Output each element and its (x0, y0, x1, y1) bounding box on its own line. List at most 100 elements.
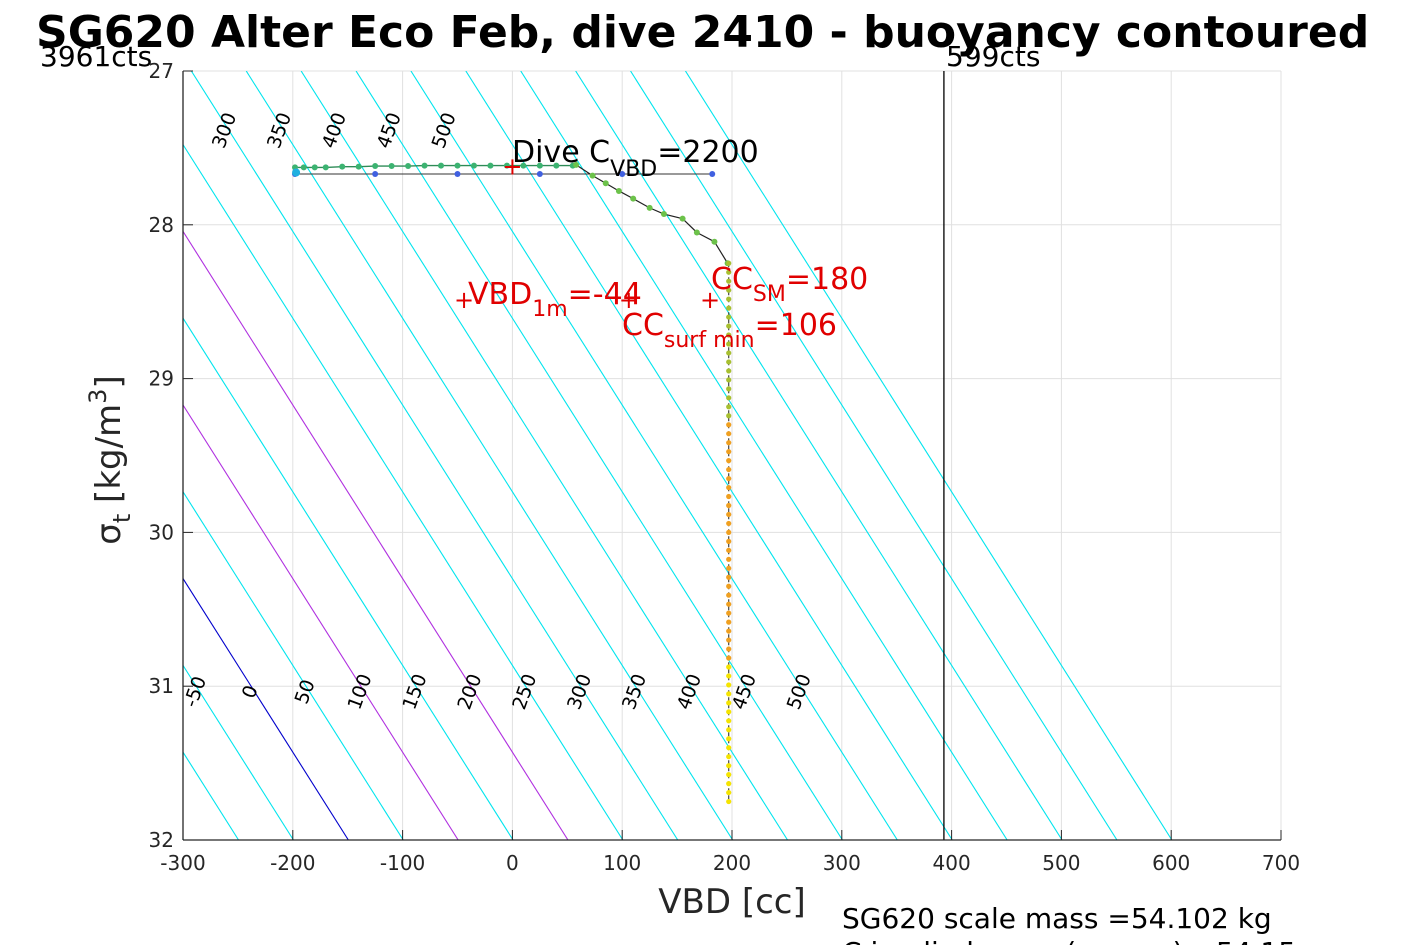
dive-point (726, 781, 732, 787)
dive-point (726, 314, 732, 320)
contour-line (0, 71, 19, 840)
ccsm-sub: SM (753, 282, 786, 307)
dive-point (693, 229, 700, 236)
dive-point (726, 449, 732, 455)
dive-point (726, 287, 732, 293)
dive-point (615, 187, 622, 194)
dive-point (726, 269, 732, 275)
dive-point (726, 727, 732, 733)
ccsm-value: =180 (786, 262, 868, 297)
dive-point (602, 180, 609, 187)
dive-point (726, 323, 732, 329)
x-tick-label: -300 (160, 851, 205, 875)
x-tick-label: 100 (603, 851, 641, 875)
dive-point (726, 278, 732, 284)
dive-point (726, 655, 732, 661)
grid-lines (182, 70, 1282, 841)
dive-c-main: Dive C (512, 135, 610, 170)
dive-point (487, 162, 494, 169)
contour-line (355, 71, 843, 840)
contour-line (183, 577, 349, 840)
dive-point (726, 592, 732, 598)
ccsurf-main: CC (622, 308, 664, 343)
dive-c-marker: + (502, 152, 522, 180)
dive-point (589, 172, 596, 179)
dive-point (726, 395, 732, 401)
ccsurf-value: =106 (755, 308, 837, 343)
y-label-sigma: σ (89, 523, 129, 545)
x-tick-label: 400 (933, 851, 971, 875)
dive-point (421, 162, 428, 169)
corner-label-right: 599cts (946, 40, 1040, 73)
contour-line (575, 71, 1063, 840)
contour-line (190, 71, 679, 840)
vbd-1m-annotation: VBD1m=-44 (468, 277, 642, 322)
svg-text:CCSM=180: CCSM=180 (711, 262, 868, 307)
dive-point (726, 350, 732, 356)
y-label-close: ] (89, 375, 129, 388)
contour-line (520, 71, 1008, 840)
dive-point (711, 238, 718, 245)
y-label-units: [kg/m (89, 404, 129, 503)
dive-point (405, 163, 412, 170)
footer-implied-mass: C implied mass (approx) =54.15 (842, 936, 1296, 945)
dive-point (726, 296, 732, 302)
y-tick-label: 32 (149, 828, 174, 852)
axes: -300 -200 -100 0 100 200 300 400 500 600 700 27 28 29… (149, 59, 1301, 875)
contour-line (300, 71, 789, 840)
dive-point (372, 171, 379, 178)
dive-point (454, 162, 461, 169)
dive-point (726, 484, 732, 491)
corner-label-left: 3961cts (40, 40, 152, 73)
dive-point (726, 718, 732, 724)
dive-point (573, 161, 580, 168)
dive-point (726, 673, 732, 679)
contour-line (684, 71, 1173, 840)
x-tick-label: 600 (1152, 851, 1190, 875)
dive-point (726, 772, 732, 778)
dive-point (470, 162, 477, 169)
dive-point (726, 583, 732, 589)
vbd1m-sub: 1m (532, 297, 567, 322)
dive-point (322, 164, 329, 171)
dive-point (726, 691, 732, 697)
cc-surf-annotation: CCsurf min=106 (622, 308, 837, 353)
dive-point (726, 664, 732, 670)
dive-point (726, 502, 732, 509)
contour-line (630, 71, 1118, 840)
dive-point (726, 798, 732, 805)
dive-start-point (292, 168, 301, 177)
dive-point (726, 754, 732, 760)
contour-line (183, 143, 624, 840)
x-tick-label: 0 (506, 851, 519, 875)
dive-point (726, 628, 732, 634)
dive-point (726, 404, 732, 410)
y-tick-label: 27 (149, 59, 174, 83)
dive-point (709, 171, 716, 178)
dive-point (339, 163, 346, 170)
contour-line (183, 490, 404, 840)
dive-point (726, 413, 732, 419)
annotation-markers: + + + + (454, 152, 720, 314)
ccsurf-sub: surf min (664, 328, 755, 353)
dive-c-value: =2200 (657, 135, 758, 170)
contour-line (410, 71, 898, 840)
x-tick-label: 500 (1042, 851, 1080, 875)
dive-point (726, 422, 732, 428)
dive-point (726, 574, 732, 580)
svg-text:VBD1m=-44: VBD1m=-44 (468, 277, 642, 322)
contour-line (183, 403, 459, 840)
dive-point (726, 440, 732, 446)
y-label-sup: 3 (84, 389, 112, 404)
dive-point (438, 162, 445, 169)
ccsm-marker: + (700, 286, 720, 314)
dive-point (355, 163, 362, 170)
dive-point (726, 646, 732, 652)
y-tick-label: 28 (149, 213, 174, 237)
contour-line (245, 71, 734, 840)
dive-point (726, 475, 732, 482)
x-tick-label: 200 (713, 851, 751, 875)
dive-point (726, 619, 732, 625)
svg-text:Dive CVBD=2200: Dive CVBD=2200 (512, 135, 759, 182)
